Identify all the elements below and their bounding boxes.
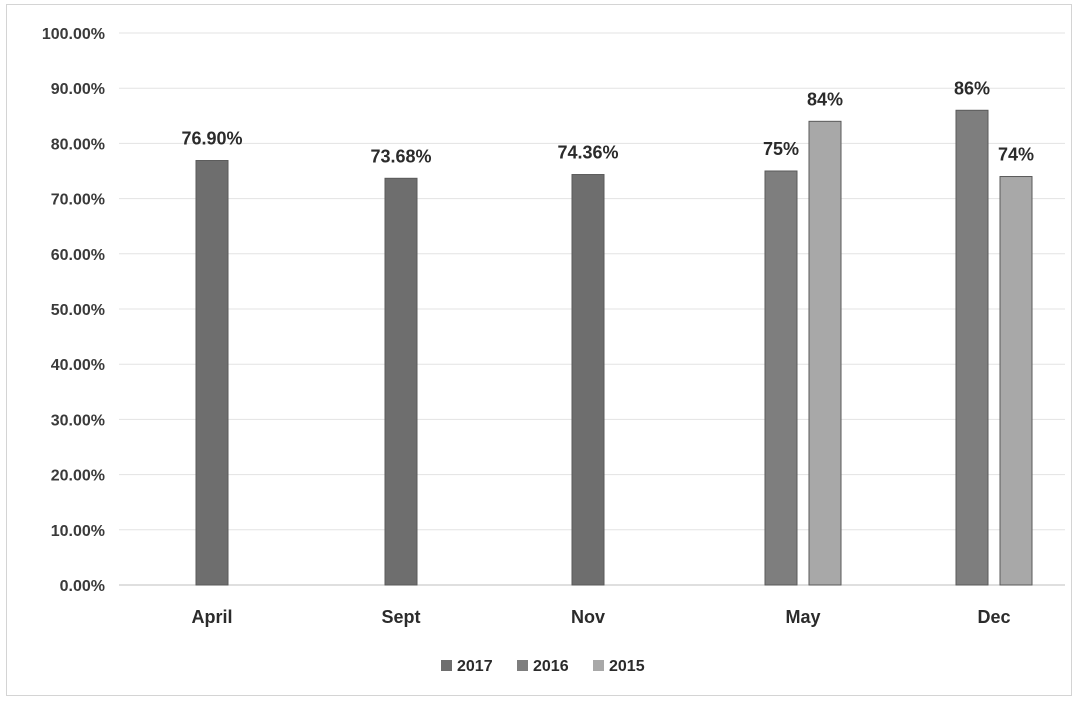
y-tick-label: 80.00% (51, 136, 105, 153)
data-label: 84% (807, 89, 843, 109)
legend-label: 2017 (457, 658, 493, 675)
y-tick-label: 20.00% (51, 468, 105, 485)
legend: 2017 2016 2015 (441, 658, 645, 675)
x-axis-category-labels: April Sept Nov May Dec (191, 607, 1010, 627)
data-label: 73.68% (370, 146, 431, 166)
legend-swatch (441, 660, 452, 671)
bar-chart: 0.00% 10.00% 20.00% 30.00% 40.00% 50.00% 60.00… (42, 26, 1065, 675)
bars (195, 109, 1033, 586)
y-tick-label: 90.00% (51, 81, 105, 98)
data-labels: 76.90% 73.68% 74.36% 75% 84% 86% 74% (181, 78, 1034, 166)
x-category-label: April (191, 607, 232, 627)
bar (384, 177, 418, 586)
bar (764, 170, 798, 586)
x-category-label: May (785, 607, 820, 627)
x-category-label: Sept (381, 607, 420, 627)
y-tick-label: 40.00% (51, 357, 105, 374)
bar (955, 109, 989, 586)
data-label: 75% (763, 139, 799, 159)
bar (999, 176, 1033, 586)
y-tick-label: 0.00% (60, 578, 105, 595)
legend-swatch (593, 660, 604, 671)
x-category-label: Nov (571, 607, 605, 627)
bar (571, 174, 605, 586)
y-tick-label: 10.00% (51, 523, 105, 540)
y-tick-label: 60.00% (51, 247, 105, 264)
y-tick-label: 100.00% (42, 26, 105, 43)
x-category-label: Dec (977, 607, 1010, 627)
data-label: 86% (954, 78, 990, 98)
y-tick-label: 30.00% (51, 412, 105, 429)
legend-swatch (517, 660, 528, 671)
bar (195, 160, 229, 586)
y-axis-tick-labels: 0.00% 10.00% 20.00% 30.00% 40.00% 50.00% 60.00… (42, 26, 105, 595)
chart-frame: 0.00% 10.00% 20.00% 30.00% 40.00% 50.00% 60.00… (6, 4, 1072, 696)
data-label: 74% (998, 145, 1034, 165)
legend-label: 2016 (533, 658, 569, 675)
y-tick-label: 70.00% (51, 192, 105, 209)
legend-label: 2015 (609, 658, 645, 675)
y-tick-label: 50.00% (51, 302, 105, 319)
bar (808, 120, 842, 586)
data-label: 76.90% (181, 129, 242, 149)
data-label: 74.36% (557, 143, 618, 163)
